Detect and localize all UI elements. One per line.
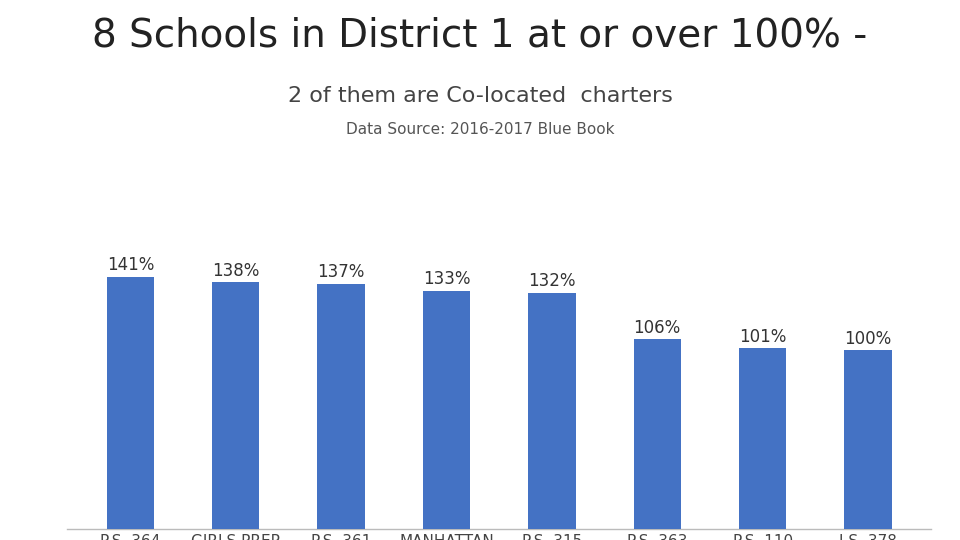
Text: 132%: 132% (528, 272, 576, 291)
Text: 137%: 137% (318, 264, 365, 281)
Bar (212, 282, 259, 529)
Text: 133%: 133% (422, 271, 470, 288)
Bar (634, 340, 681, 529)
Text: 2 of them are Co-located  charters: 2 of them are Co-located charters (288, 86, 672, 106)
Text: 141%: 141% (107, 256, 155, 274)
Text: 8 Schools in District 1 at or over 100% -: 8 Schools in District 1 at or over 100% … (92, 16, 868, 54)
Bar (422, 291, 470, 529)
Text: 101%: 101% (739, 328, 786, 346)
Bar (318, 284, 365, 529)
Bar (844, 350, 892, 529)
Bar (739, 348, 786, 529)
Text: 100%: 100% (845, 329, 892, 348)
Bar (107, 277, 155, 529)
Text: 106%: 106% (634, 319, 681, 337)
Text: Data Source: 2016-2017 Blue Book: Data Source: 2016-2017 Blue Book (346, 122, 614, 137)
Bar (528, 293, 576, 529)
Text: 138%: 138% (212, 261, 259, 280)
